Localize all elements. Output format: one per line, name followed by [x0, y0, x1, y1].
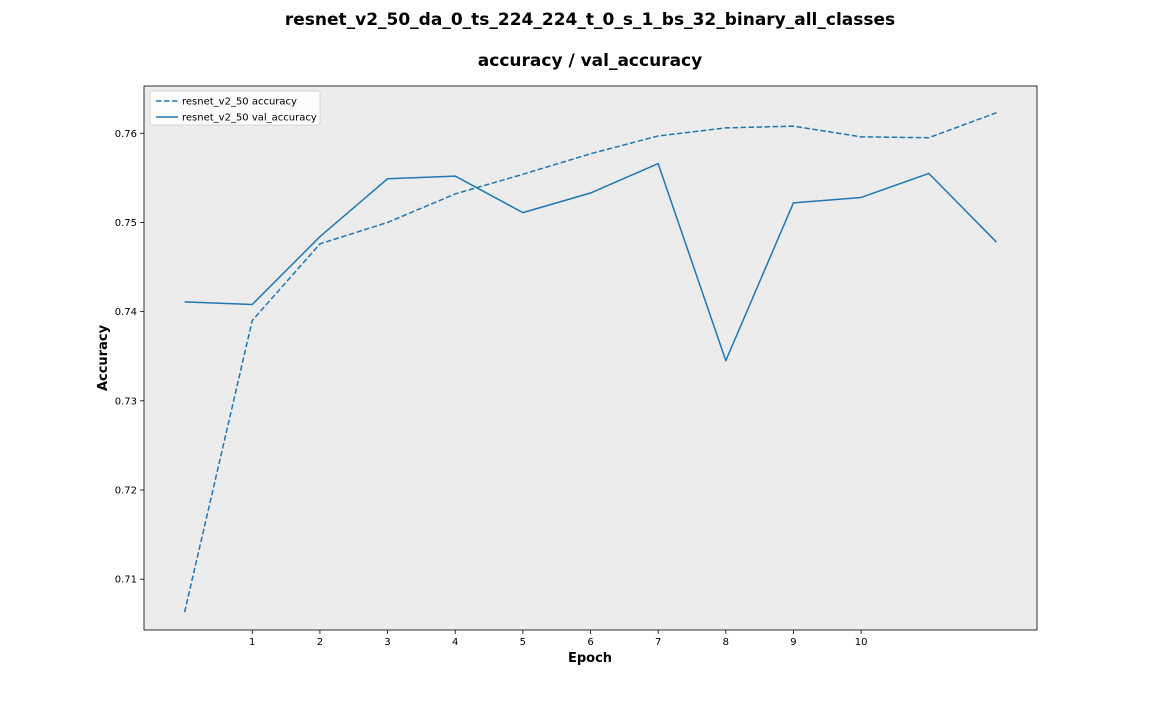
chart-title: resnet_v2_50_da_0_ts_224_224_t_0_s_1_bs_…: [285, 10, 895, 30]
plot-frame: [143, 85, 1038, 631]
y-tick-label: 0.72: [115, 485, 137, 496]
legend-label: resnet_v2_50 accuracy: [182, 97, 297, 108]
legend: resnet_v2_50 accuracy resnet_v2_50 val_ac…: [149, 90, 321, 126]
legend-box: [149, 90, 321, 126]
x-tick-label: 5: [520, 637, 526, 648]
x-tick-label: 10: [855, 637, 868, 648]
y-tick-label: 0.75: [115, 218, 137, 229]
series-line-accuracy: [183, 112, 997, 613]
y-tick-label: 0.71: [115, 575, 137, 586]
y-tick-label: 0.73: [115, 396, 137, 407]
legend-label: resnet_v2_50 val_accuracy: [182, 113, 317, 124]
x-tick-label: 8: [723, 637, 729, 648]
y-tick-label: 0.74: [115, 307, 137, 318]
series-layer: [183, 112, 997, 613]
chart-subtitle: accuracy / val_accuracy: [478, 51, 702, 71]
x-tick-label: 4: [452, 637, 458, 648]
x-axis: 1 2 3 4 5 6 7 8 9 10: [249, 630, 867, 648]
y-axis-label: Accuracy: [96, 324, 111, 391]
x-tick-label: 6: [587, 637, 593, 648]
series-line-val-accuracy: [184, 162, 997, 362]
y-axis: 0.71 0.72 0.73 0.74 0.75 0.76: [115, 129, 144, 586]
x-tick-label: 7: [655, 637, 661, 648]
plot-area: [144, 86, 1037, 630]
x-tick-label: 3: [384, 637, 390, 648]
x-tick-label: 9: [790, 637, 796, 648]
x-tick-label: 1: [249, 637, 255, 648]
y-tick-label: 0.76: [115, 129, 137, 140]
x-tick-label: 2: [317, 637, 323, 648]
x-axis-label: Epoch: [568, 651, 612, 666]
